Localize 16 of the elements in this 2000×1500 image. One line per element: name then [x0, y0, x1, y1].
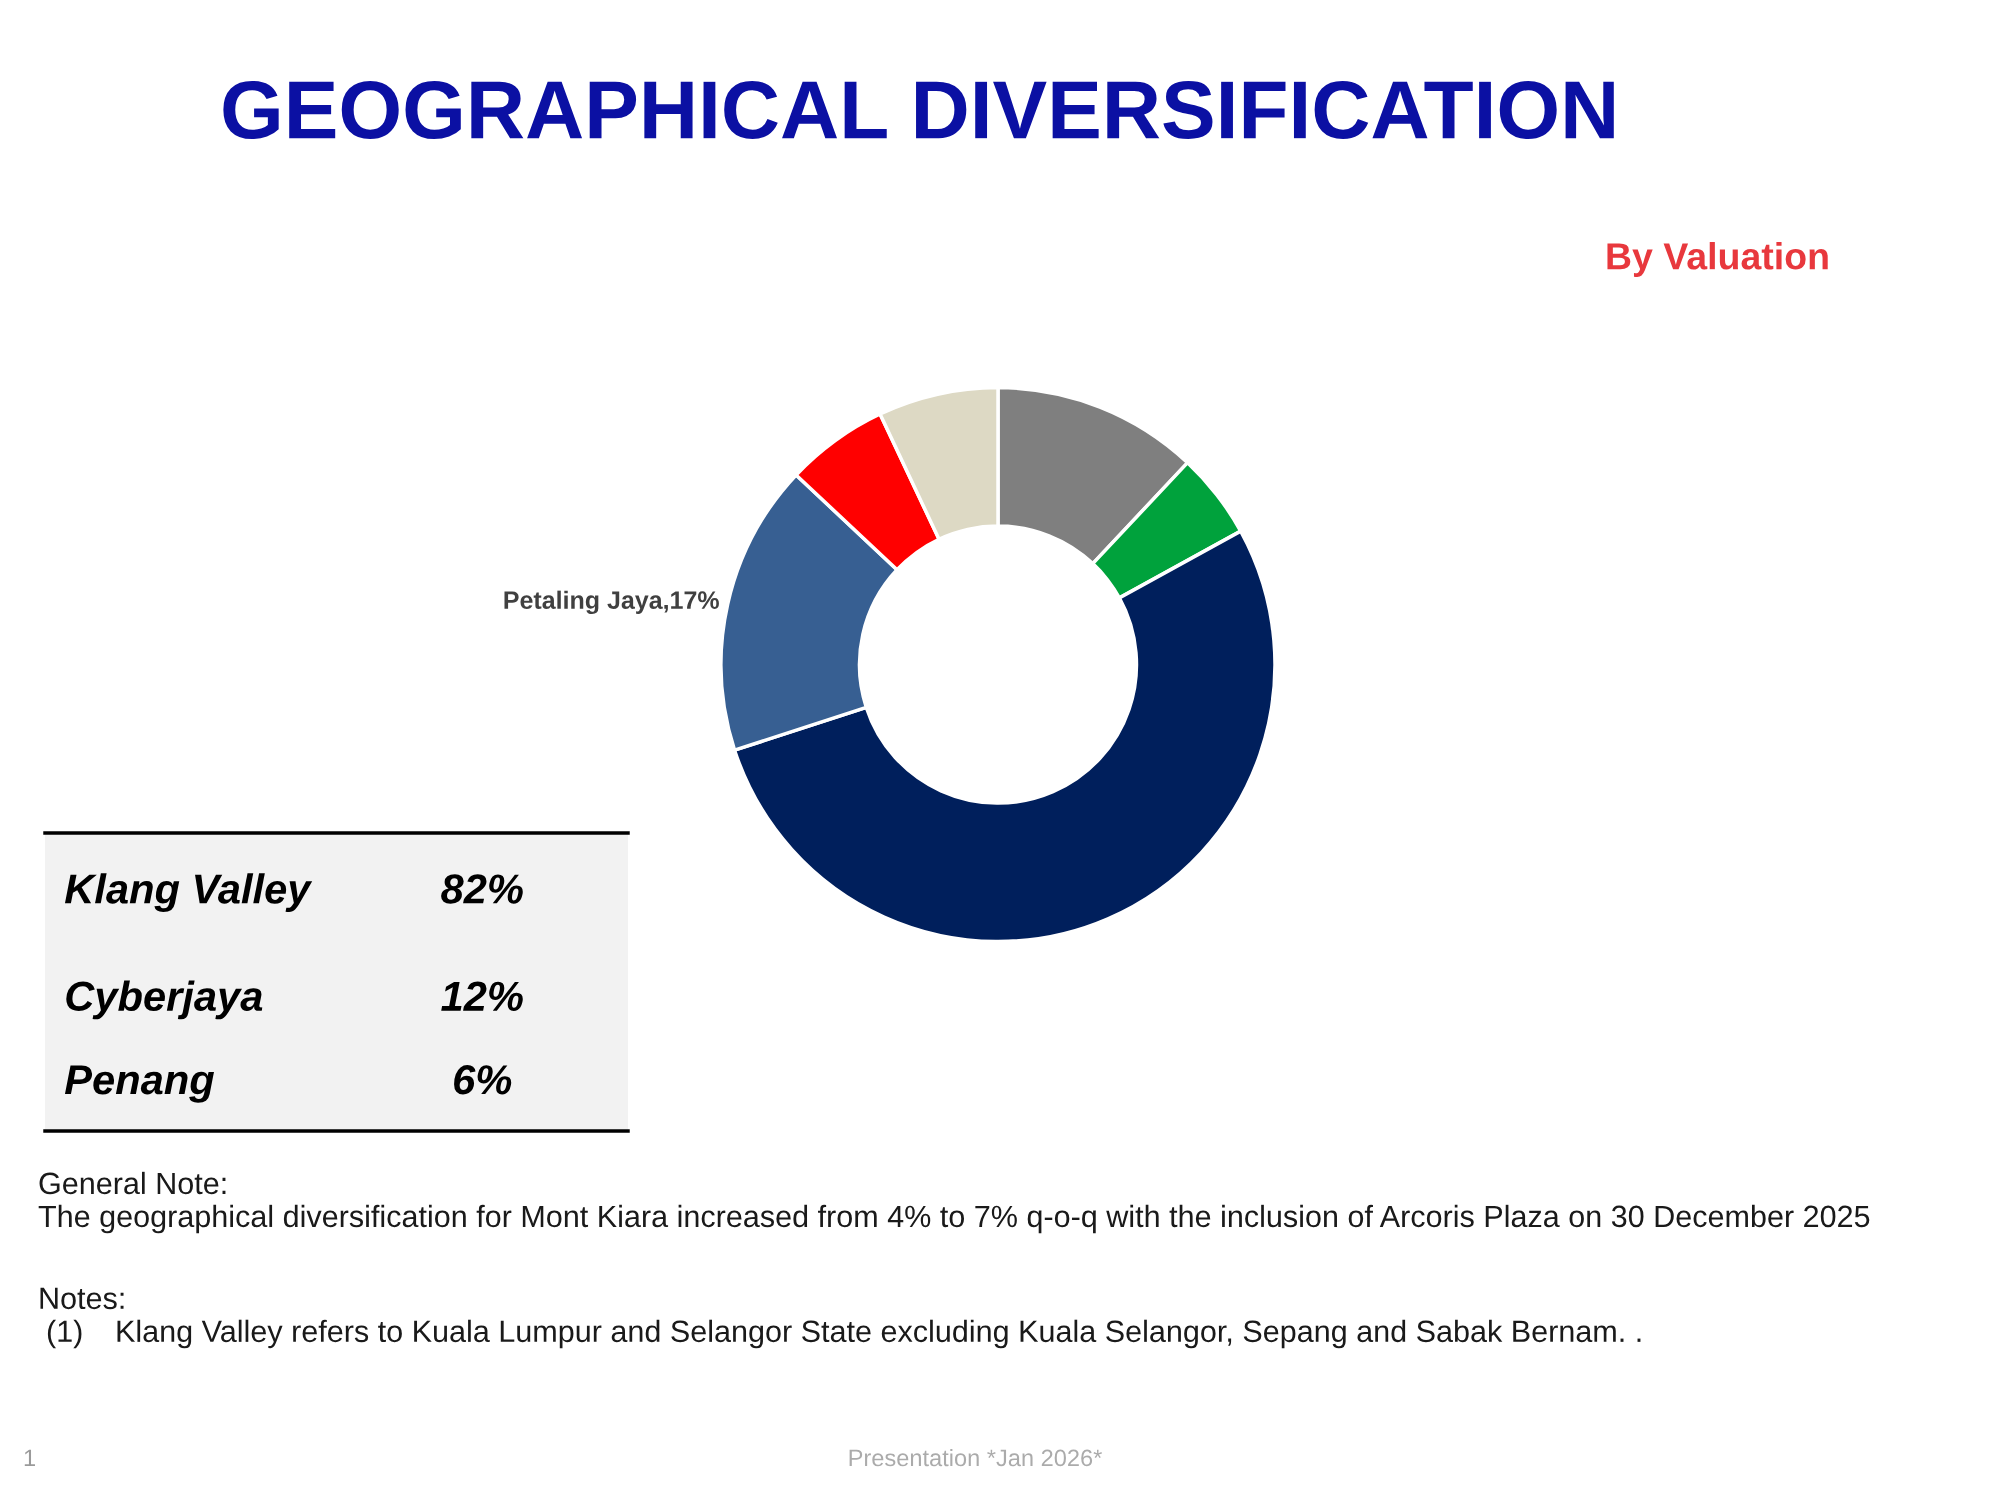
text: Penang [64, 1065, 215, 1103]
text: General Note: [39, 1171, 226, 1195]
text: The geographical diversification for Mont Kiara increased from 4% to 7% q-o-q with the inclusion of Arcoris Plaza on 30 December 2025 [38, 1204, 1870, 1234]
text: Cyberjaya [66, 980, 263, 1020]
text: Presentation *Jan 2026* [849, 1448, 1102, 1467]
text: Notes: [40, 1287, 124, 1310]
text: 12% [441, 981, 523, 1011]
text: 1 [24, 1449, 35, 1467]
text: Klang Valley [64, 873, 313, 913]
text: 6% [454, 1065, 512, 1095]
text: Klang Valley refers to Kuala Lumpur and Selangor State excluding Kuala Selangor, Sepang and Sabak Bernam. . [117, 1319, 1641, 1349]
chart-title: GEOGRAPHICAL DIVERSIFICATION [223, 80, 1614, 139]
text: 82% [441, 874, 523, 904]
text: (1) [47, 1319, 82, 1349]
text: By Valuation [1607, 242, 1828, 277]
slice-label: Petaling Jaya,17% [504, 590, 719, 615]
